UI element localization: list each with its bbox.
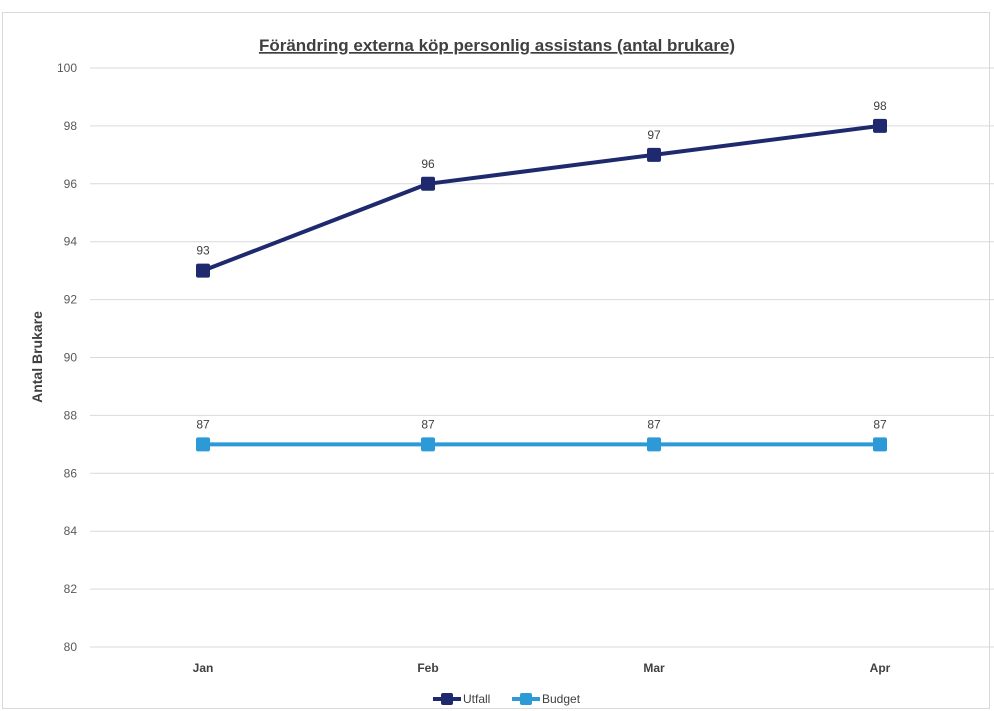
- data-point-marker: [196, 263, 210, 278]
- y-tick-label: 82: [64, 582, 78, 596]
- x-tick-label: Feb: [417, 661, 438, 675]
- data-point-marker: [647, 437, 661, 452]
- x-axis-ticks: Jan Feb Mar Apr: [193, 661, 891, 675]
- legend-label: Utfall: [463, 692, 490, 706]
- data-point-marker: [196, 437, 210, 452]
- y-tick-label: 80: [64, 640, 78, 654]
- legend-marker: [441, 693, 453, 705]
- data-point-marker: [421, 437, 435, 452]
- data-labels: 93 96 97 98 87 87 87 87: [196, 99, 887, 431]
- data-point-marker: [873, 118, 887, 133]
- y-tick-label: 96: [64, 177, 78, 191]
- data-point-marker: [647, 147, 661, 162]
- series-lines: [202, 123, 881, 447]
- data-point-marker: [421, 176, 435, 191]
- y-tick-label: 98: [64, 119, 78, 133]
- data-label: 87: [196, 417, 210, 431]
- y-axis-ticks: 80 82 84 86 88 90 92 94 96 98 100: [57, 61, 77, 654]
- legend: Utfall Budget: [433, 692, 581, 706]
- data-label: 97: [647, 128, 661, 142]
- y-tick-label: 94: [64, 235, 78, 249]
- y-tick-label: 88: [64, 408, 78, 422]
- legend-label: Budget: [542, 692, 581, 706]
- y-tick-label: 84: [64, 524, 78, 538]
- y-tick-label: 100: [57, 61, 77, 75]
- data-label: 87: [873, 417, 887, 431]
- gridlines: [90, 67, 994, 648]
- chart-title: Förändring externa köp personlig assista…: [259, 36, 735, 55]
- y-tick-label: 90: [64, 351, 78, 365]
- series-markers: [196, 118, 887, 452]
- x-tick-label: Jan: [193, 661, 214, 675]
- data-label: 87: [647, 417, 661, 431]
- legend-marker: [520, 693, 532, 705]
- x-tick-label: Mar: [643, 661, 665, 675]
- series-line-utfall: [202, 123, 881, 273]
- data-label: 98: [873, 99, 887, 113]
- y-axis-title: Antal Brukare: [29, 311, 45, 403]
- y-tick-label: 92: [64, 293, 78, 307]
- x-tick-label: Apr: [870, 661, 891, 675]
- data-label: 93: [196, 244, 210, 258]
- data-label: 96: [421, 157, 435, 171]
- y-tick-label: 86: [64, 466, 78, 480]
- data-label: 87: [421, 417, 435, 431]
- chart-frame: [2, 12, 990, 709]
- data-point-marker: [873, 437, 887, 452]
